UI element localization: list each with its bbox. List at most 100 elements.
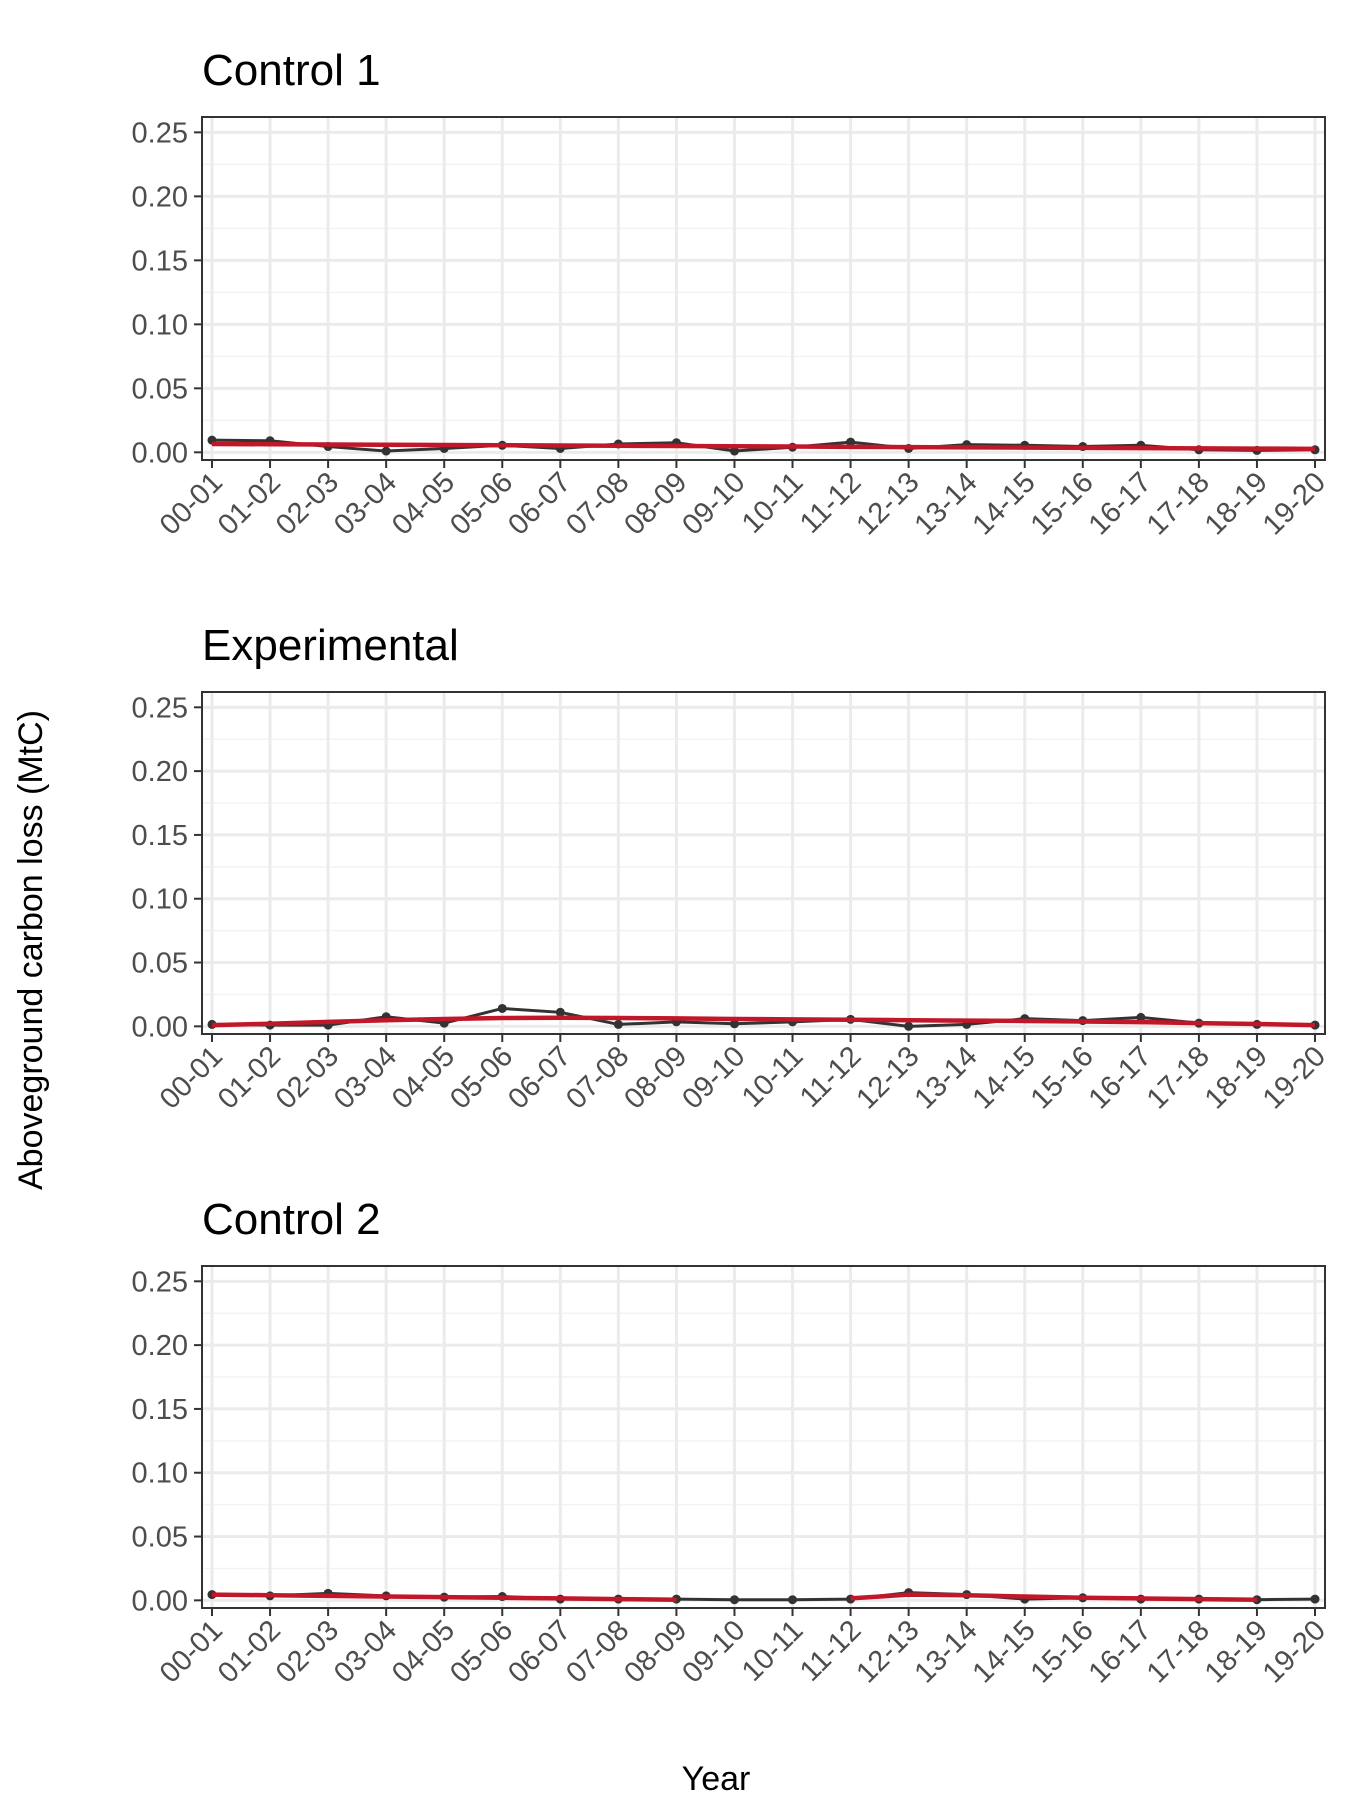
x-tick-label: 19-20 xyxy=(1257,1040,1332,1115)
x-tick-label: 14-15 xyxy=(967,1040,1042,1115)
observed-point xyxy=(613,1019,623,1029)
x-tick-label: 15-16 xyxy=(1025,1614,1100,1689)
y-axis-title: Aboveground carbon loss (MtC) xyxy=(12,710,50,1190)
x-tick-label: 01-02 xyxy=(212,466,287,541)
panel-1: Control 1 0.00 0.05 0.10 0.15 0.20 0.25 00-0101… xyxy=(132,46,1332,541)
x-tick-label: 13-14 xyxy=(909,1614,984,1689)
x-tick-label: 13-14 xyxy=(909,1040,984,1115)
y-tick-label: 0.05 xyxy=(132,373,188,405)
x-tick-label: 14-15 xyxy=(967,1614,1042,1689)
x-tick-label: 15-16 xyxy=(1025,466,1100,541)
observed-point xyxy=(846,437,856,447)
y-tick-label: 0.10 xyxy=(132,884,188,916)
x-axis-title: Year xyxy=(682,1760,751,1798)
x-tick-label: 02-03 xyxy=(270,1040,345,1115)
x-tick-label: 00-01 xyxy=(154,1614,229,1689)
observed-point xyxy=(1310,1594,1320,1604)
panel-border xyxy=(201,1265,1326,1609)
x-tick-label: 07-08 xyxy=(560,1040,635,1115)
x-tick-label: 11-12 xyxy=(794,1614,868,1688)
observed-point xyxy=(555,1007,565,1017)
x-tick-label: 17-18 xyxy=(1141,1040,1216,1115)
x-tick-label: 05-06 xyxy=(444,466,519,541)
observed-point xyxy=(381,446,391,456)
observed-point xyxy=(1136,1012,1146,1022)
observed-point xyxy=(788,1595,798,1605)
x-tick-label: 16-17 xyxy=(1083,466,1158,541)
x-tick-label: 15-16 xyxy=(1025,1040,1100,1115)
x-tick-label: 09-10 xyxy=(676,466,751,541)
observed-line xyxy=(211,438,1316,453)
x-tick-label: 03-04 xyxy=(328,1040,403,1115)
x-tick-label: 18-19 xyxy=(1199,1040,1274,1115)
x-tick-label: 06-07 xyxy=(502,1040,577,1115)
y-tick-label: 0.10 xyxy=(132,309,188,341)
y-tick-label: 0.20 xyxy=(132,1330,188,1362)
panel-border xyxy=(201,116,1326,461)
panel-background xyxy=(202,117,1325,460)
x-tick-label: 10-11 xyxy=(736,1614,810,1688)
y-tick-label: 0.05 xyxy=(132,948,188,980)
x-tick-label: 14-15 xyxy=(967,466,1042,541)
x-tick-label: 02-03 xyxy=(270,1614,345,1689)
y-tick-label: 0.25 xyxy=(132,692,188,724)
x-tick-label: 18-19 xyxy=(1199,466,1274,541)
panel-background xyxy=(202,692,1325,1034)
x-tick-label: 07-08 xyxy=(560,1614,635,1689)
x-tick-label: 08-09 xyxy=(618,466,693,541)
panel-background xyxy=(202,1266,1325,1608)
x-tick-label: 09-10 xyxy=(676,1614,751,1689)
observed-point xyxy=(904,1021,914,1031)
y-tick-label: 0.00 xyxy=(132,1585,188,1617)
y-tick-label: 0.00 xyxy=(132,437,188,469)
trend-line xyxy=(850,1592,1257,1602)
y-tick-label: 0.10 xyxy=(132,1458,188,1490)
x-tick-label: 12-13 xyxy=(851,1614,926,1689)
y-tick-label: 0.15 xyxy=(132,245,188,277)
x-tick-label: 12-13 xyxy=(851,466,926,541)
observed-point xyxy=(729,1595,739,1605)
x-tick-label: 08-09 xyxy=(618,1614,693,1689)
x-tick-label: 17-18 xyxy=(1141,466,1216,541)
x-tick-label: 12-13 xyxy=(851,1040,926,1115)
x-tick-label: 04-05 xyxy=(386,1614,461,1689)
x-tick-label: 10-11 xyxy=(736,1040,810,1114)
y-tick-label: 0.20 xyxy=(132,181,188,213)
panel-2: Experimental 0.00 0.05 0.10 0.15 0.20 0.25 00-0… xyxy=(132,621,1332,1115)
y-tick-label: 0.05 xyxy=(132,1522,188,1554)
x-tick-label: 18-19 xyxy=(1199,1614,1274,1689)
x-tick-label: 06-07 xyxy=(502,466,577,541)
x-tick-label: 00-01 xyxy=(154,466,229,541)
panel-title: Control 1 xyxy=(202,46,381,95)
x-tick-label: 00-01 xyxy=(154,1040,229,1115)
panel-title: Control 2 xyxy=(202,1195,381,1244)
y-tick-label: 0.00 xyxy=(132,1011,188,1043)
x-tick-label: 16-17 xyxy=(1083,1040,1158,1115)
x-tick-label: 10-11 xyxy=(736,466,810,540)
x-tick-label: 11-12 xyxy=(794,1040,868,1114)
x-tick-label: 05-06 xyxy=(444,1614,519,1689)
y-tick-label: 0.25 xyxy=(132,117,188,149)
y-tick-label: 0.15 xyxy=(132,1394,188,1426)
x-tick-label: 08-09 xyxy=(618,1040,693,1115)
observed-point xyxy=(497,1003,507,1013)
x-tick-label: 01-02 xyxy=(212,1614,287,1689)
x-tick-label: 13-14 xyxy=(909,466,984,541)
x-tick-label: 06-07 xyxy=(502,1614,577,1689)
x-tick-label: 03-04 xyxy=(328,1614,403,1689)
x-tick-label: 09-10 xyxy=(676,1040,751,1115)
y-tick-label: 0.25 xyxy=(132,1266,188,1298)
x-tick-label: 17-18 xyxy=(1141,1614,1216,1689)
panel-title: Experimental xyxy=(202,621,459,670)
panel-3: Control 2 0.00 0.05 0.10 0.15 0.20 0.25 00-0101… xyxy=(132,1195,1332,1689)
x-tick-label: 05-06 xyxy=(444,1040,519,1115)
x-tick-label: 04-05 xyxy=(386,1040,461,1115)
observed-point xyxy=(729,446,739,456)
x-tick-label: 19-20 xyxy=(1257,1614,1332,1689)
x-tick-label: 04-05 xyxy=(386,466,461,541)
y-tick-label: 0.20 xyxy=(132,756,188,788)
x-tick-label: 07-08 xyxy=(560,466,635,541)
observed-point xyxy=(729,1019,739,1029)
